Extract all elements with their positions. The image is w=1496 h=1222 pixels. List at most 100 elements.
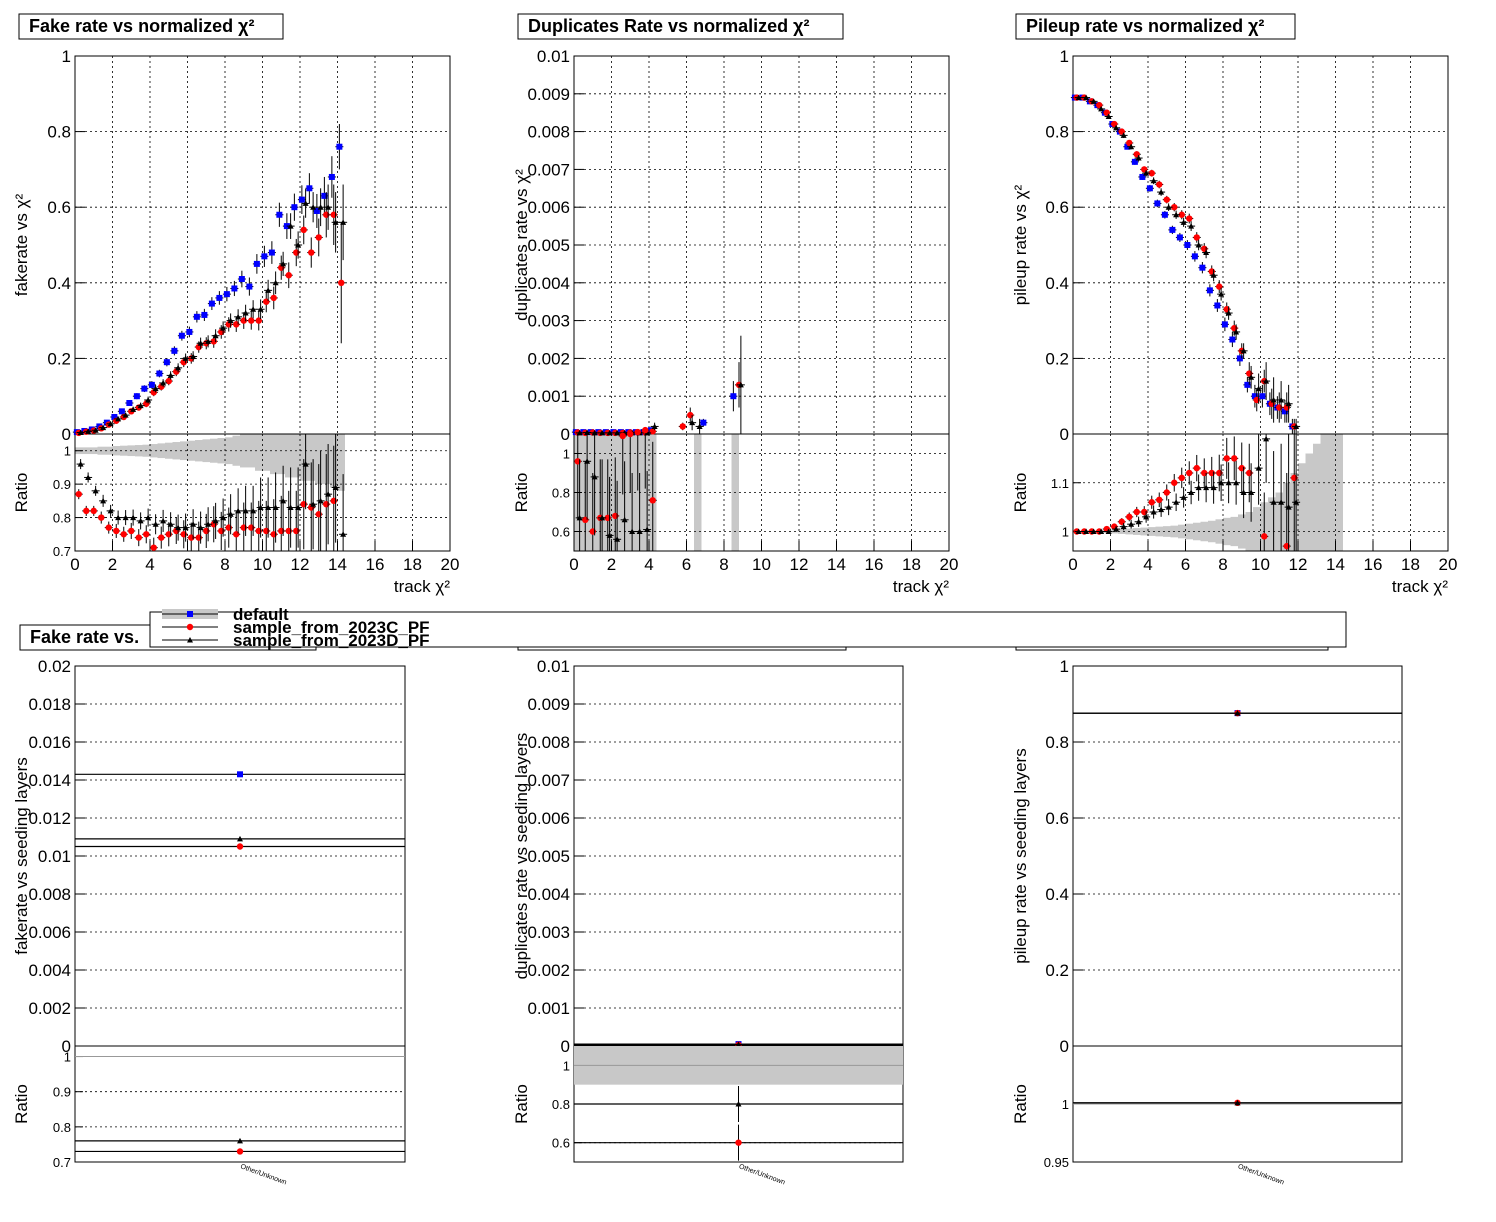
data-point-default [133,393,140,400]
legend-marker-default [187,611,193,617]
data-point-default [336,143,343,150]
y-tick-label: 0.002 [527,961,570,980]
y-tick-label: 0.002 [28,999,71,1018]
data-point-default [216,294,223,301]
data-point-sample_from_2023D_PF [250,306,257,312]
ratio-point-sample_from_2023D_PF [340,531,347,537]
ratio-point-sample_from_2023C_PF [1163,489,1170,496]
ratio-point-sample_from_2023C_PF [649,497,656,504]
x-tick-label: 8 [719,555,728,574]
ratio-y-tick-label: 1 [64,444,71,459]
y-tick-label: 0.2 [47,349,71,368]
ratio-point-sample_from_2023D_PF [325,491,332,497]
y-tick-label: 0.001 [527,999,570,1018]
data-point-default [261,253,268,260]
x-tick-label: 16 [865,555,884,574]
data-point-sample_from_2023D_PF [1293,423,1300,429]
data-point-default [730,393,737,400]
y-tick-label: 0.004 [527,274,570,293]
data-point-sample_from_2023D_PF [197,340,204,346]
data-point-sample_from_2023D_PF [1233,328,1240,335]
ratio-uncertainty-band [307,434,315,481]
ratio-point-sample_from_2023D_PF [614,536,621,542]
ratio-uncertainty-band [1298,463,1306,551]
ratio-axis-label: Ratio [512,473,531,513]
ratio-point-sample_from_2023D_PF [302,461,309,467]
ratio-bands [75,434,345,491]
main-data [75,771,405,850]
data-point-default [163,359,170,366]
data-point-sample_from_2023D_PF [614,429,621,436]
y-tick-label: 0.02 [38,657,71,676]
data-point-sample_from_2023D_PF [205,338,212,344]
data-point-sample_from_2023D_PF [1240,347,1247,354]
ratio-point-sample_from_2023D_PF [1158,506,1165,513]
main-frame [573,665,904,1047]
ratio-point-sample_from_2023D_PF [644,526,651,533]
ratio-point-sample_from_2023D_PF [1135,518,1142,525]
title-box [18,13,284,40]
data-point-sample_from_2023C_PF [338,279,345,286]
data-point-sample_from_2023C_PF [1193,234,1200,241]
ratio-data [1072,434,1301,551]
ratio-uncertainty-band [1208,520,1216,543]
y-tick-label: 0.008 [527,123,570,142]
ratio-point-sample_from_2023C_PF [619,432,626,440]
ratio-point-sample_from_2023D_PF [1203,484,1210,491]
data-point-sample_from_2023D_PF [1225,310,1232,316]
ratio-y-tick-label: 0.8 [552,1097,570,1112]
data-point-sample_from_2023D_PF [220,325,227,331]
ratio-axis-label: Ratio [12,1084,31,1124]
y-axis-label: pileup rate vs seeding layers [1011,748,1030,963]
ratio-y-tick-label: 0.7 [53,1155,71,1170]
ratio-point-sample_from_2023C_PF [75,490,82,498]
data-point-sample_from_2023D_PF [1158,189,1165,195]
data-point-sample_from_2023D_PF [1285,400,1292,407]
data-point-sample_from_2023C_PF [315,234,322,241]
y-tick-label: 0.003 [527,923,570,942]
ratio-uncertainty-band [255,434,263,471]
data-point-default [246,283,253,290]
ratio-point-sample_from_2023D_PF [1255,465,1262,471]
data-point-sample_from_2023D_PF [1135,155,1142,161]
data-point-default [1131,158,1138,165]
panel-1: 0 0.001 0.002 0.003 0.004 0.005 0.006 0.007 0.00… [512,13,958,596]
ratio-point-sample_from_2023D_PF [197,524,204,531]
legend-label: sample_from_2023D_PF [233,631,430,650]
data-point-sample_from_2023D_PF [122,412,129,418]
data-point-sample_from_2023D_PF [1234,710,1241,716]
ratio-point-sample_from_2023C_PF [1231,455,1238,462]
data-point-sample_from_2023D_PF [182,355,189,361]
ratio-point-sample_from_2023C_PF [1126,513,1133,521]
x-tick-label: 4 [145,555,154,574]
ratio-point-sample_from_2023D_PF [295,504,302,511]
ratio-point-sample_from_2023C_PF [150,544,157,551]
ratio-y-tick-label: 0.6 [552,1136,570,1151]
data-point-sample_from_2023D_PF [1255,385,1262,392]
x-tick-label: 14 [1326,555,1345,574]
ratio-point-sample_from_2023D_PF [220,514,227,521]
ratio-frame [74,1045,406,1163]
ratio-y-tick-label: 1 [64,1050,71,1065]
x-tick-label: 14 [328,555,347,574]
ratio-point-sample_from_2023D_PF [137,517,144,524]
panel-title: Fake rate vs normalized χ² [29,16,254,36]
data-point-sample_from_2023D_PF [212,332,219,339]
data-point-default [276,211,283,218]
ratio-axis-label: Ratio [512,1084,531,1124]
x-tick-label: 10 [1251,555,1270,574]
ratio-point-sample_from_2023D_PF [1165,504,1172,510]
ratio-y-tick-label: 1 [563,447,570,462]
y-tick-label: 0.6 [47,198,71,217]
data-point-sample_from_2023D_PF [317,204,324,210]
ratio-point-sample_from_2023D_PF [1143,513,1150,520]
ratio-point-sample_from_2023D_PF [100,497,107,504]
ratio-uncertainty-band [1178,524,1186,539]
ratio-uncertainty-band [300,434,308,481]
ratio-uncertainty-band [225,437,233,465]
x-tick-label: 6 [1181,555,1190,574]
panel-3: 0 0.002 0.004 0.006 0.008 0.01 0.012 0.014 0.016… [12,624,406,1187]
data-point-default [1259,393,1266,400]
ratio-point-sample_from_2023C_PF [98,514,105,521]
y-tick-label: 0.004 [527,885,570,904]
